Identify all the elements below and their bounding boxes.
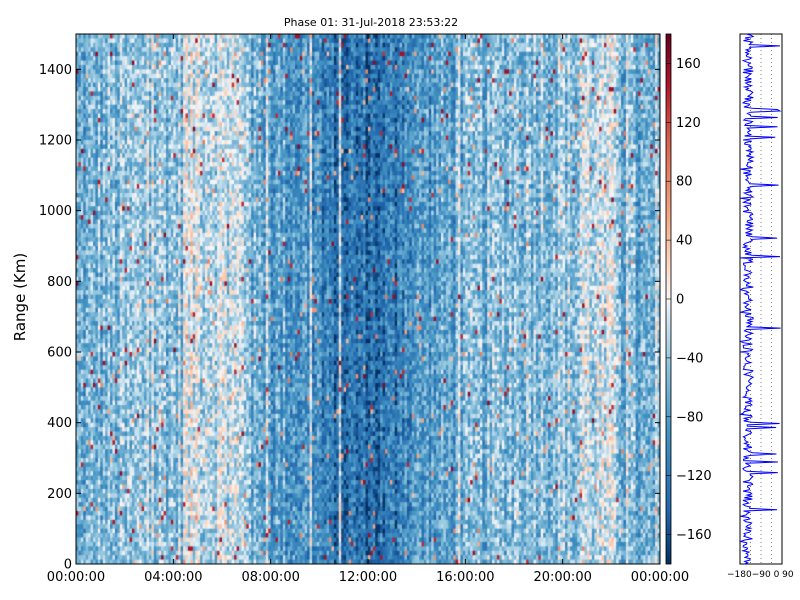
heatmap-image	[76, 34, 660, 564]
y-tick-label: 1200	[39, 134, 72, 149]
x-tick-label: 12:00:00	[339, 570, 397, 585]
colorbar-tick-label: −40	[676, 351, 703, 366]
side-x-tick-labels: −180−90 0 90	[727, 570, 794, 580]
colorbar-tick-label: −80	[676, 410, 703, 425]
x-tick-label: 20:00:00	[533, 570, 591, 585]
x-tick-label: 04:00:00	[144, 570, 202, 585]
heatmap	[76, 34, 660, 564]
y-tick-label: 1400	[39, 63, 72, 78]
x-axis: 00:00:00 04:00:00 08:00:00 12:00:00 16:00:00…	[47, 34, 689, 585]
side-phase-line	[738, 33, 782, 565]
x-tick-label: 00:00:00	[631, 570, 689, 585]
colorbar-tick-label: −120	[676, 469, 712, 484]
y-tick-label: 800	[47, 275, 72, 290]
y-tick-label: 200	[47, 487, 72, 502]
colorbar-tick-label: 0	[676, 293, 684, 308]
chart-title: Phase 01: 31-Jul-2018 23:53:22	[283, 16, 459, 29]
side-plot-grid	[750, 34, 772, 564]
colorbar-tick-label: 160	[676, 57, 701, 72]
y-tick-label: 400	[47, 416, 72, 431]
colorbar-ticks: −160 −120 −80 −40 0 40 80 120 160	[666, 57, 712, 543]
y-axis: 0 200 400 600 800 1000 1200 1400	[39, 63, 660, 573]
y-tick-label: 1000	[39, 204, 72, 219]
colorbar-tick-label: 80	[676, 175, 693, 190]
colorbar-tick-label: 120	[676, 116, 701, 131]
x-tick-label: 00:00:00	[47, 570, 105, 585]
y-tick-label: 0	[64, 558, 72, 573]
y-tick-label: 600	[47, 346, 72, 361]
colorbar-tick-label: 40	[676, 234, 693, 249]
colorbar-tick-label: −160	[676, 528, 712, 543]
x-tick-label: 08:00:00	[241, 570, 299, 585]
x-tick-label: 16:00:00	[436, 570, 494, 585]
